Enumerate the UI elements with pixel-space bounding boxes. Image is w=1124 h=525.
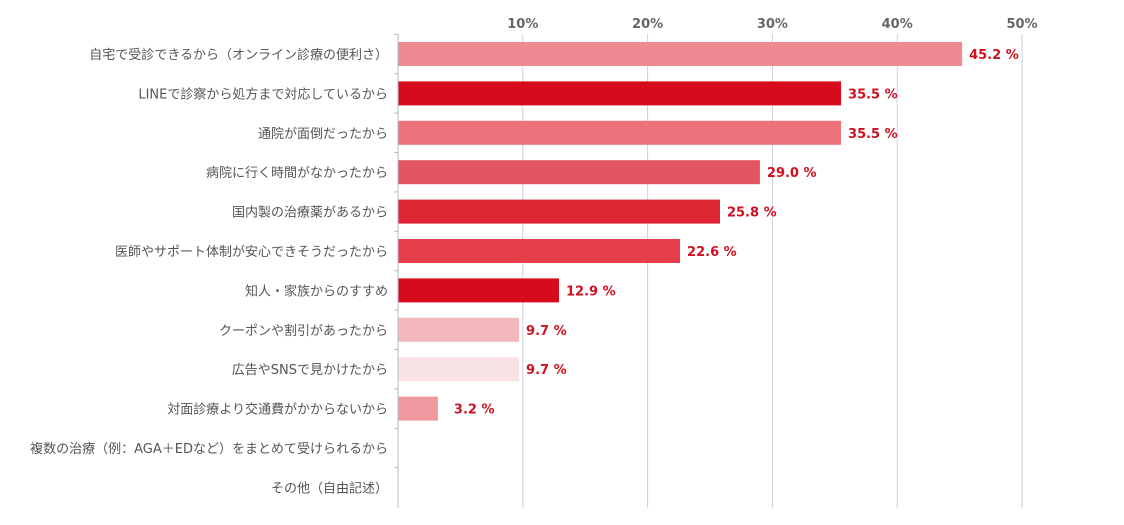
category-label: 病院に行く時間がなかったから: [206, 166, 388, 181]
category-label: 国内製の治療薬があるから: [232, 205, 388, 221]
data-label: 9.7 %: [526, 363, 567, 378]
x-tick-label-40: 40%: [882, 17, 913, 32]
bar: [398, 357, 520, 382]
x-tick-label-30: 30%: [757, 17, 788, 32]
bar: [398, 317, 520, 342]
x-tick-label-20: 20%: [632, 17, 663, 32]
category-label: 通院が面倒だったから: [258, 127, 388, 142]
data-label: 29.0 %: [767, 166, 817, 181]
bar: [398, 120, 842, 145]
category-label: 医師やサポート体制が安心できそうだったから: [115, 245, 388, 260]
bar: [398, 160, 760, 185]
bar: [398, 239, 681, 263]
category-label: 自宅で受診できるから（オンライン診療の便利さ）: [89, 47, 388, 63]
data-label: 35.5 %: [848, 127, 898, 142]
category-label: 対面診療より交通費がかからないから: [167, 402, 388, 418]
bar: [398, 199, 720, 224]
category-label: その他（自由記述）: [271, 480, 388, 496]
category-label: クーポンや割引があったから: [219, 323, 388, 339]
value-labels: 45.2 % 35.5 % 35.5 % 29.0 % 25.8 % 22.6 % 12.9…: [454, 48, 1019, 418]
data-label: 22.6 %: [687, 245, 737, 260]
data-label: 45.2 %: [969, 48, 1019, 63]
bar: [398, 278, 559, 303]
category-labels: 自宅で受診できるから（オンライン診療の便利さ） LINEで診察から処方まで対応して…: [30, 47, 388, 496]
category-label: 複数の治療（例：AGA＋EDなど）をまとめて受けられるから: [30, 441, 388, 457]
data-label: 35.5 %: [848, 87, 898, 102]
bar: [398, 81, 842, 106]
bar: [398, 42, 963, 66]
data-label: 12.9 %: [566, 284, 616, 299]
category-label: 広告やSNSで見かけたから: [232, 363, 388, 378]
data-label: 3.2 %: [454, 403, 495, 418]
y-axis: [394, 33, 399, 508]
data-label: 9.7 %: [526, 324, 567, 339]
data-label: 25.8 %: [727, 206, 777, 221]
category-label: 知人・家族からのすすめ: [245, 283, 388, 299]
category-label: LINEで診察から処方まで対応しているから: [138, 86, 388, 102]
x-tick-label-50: 50%: [1006, 17, 1037, 32]
bars: [398, 42, 963, 421]
x-axis-tick-labels: 10% 20% 30% 40% 50%: [507, 17, 1037, 32]
gridlines: [522, 34, 1023, 508]
bar: [398, 396, 438, 421]
x-tick-label-10: 10%: [507, 17, 538, 32]
